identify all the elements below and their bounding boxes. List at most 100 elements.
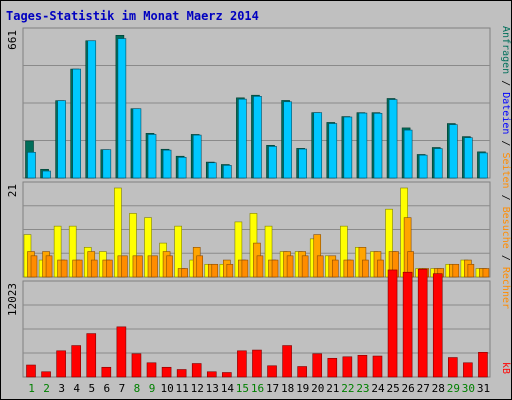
bar-rechner xyxy=(196,255,204,278)
bar-dateien xyxy=(42,170,51,179)
legend-entry: / xyxy=(500,74,511,92)
bar-kb xyxy=(402,271,413,378)
bar-rechner xyxy=(211,263,219,278)
bar-rechner xyxy=(362,259,369,278)
bar-kb xyxy=(372,355,383,378)
day-label: 30 xyxy=(462,382,475,395)
bar-dateien xyxy=(433,148,443,179)
legend-entry: / xyxy=(500,249,511,267)
day-label: 18 xyxy=(281,382,294,395)
bar-rechner xyxy=(151,255,158,278)
bar-rechner xyxy=(121,255,128,278)
bar-dateien xyxy=(449,124,458,179)
bar-kb xyxy=(176,369,187,378)
day-label: 13 xyxy=(206,382,219,395)
bar-kb xyxy=(26,364,36,378)
bar-rechner xyxy=(226,263,234,278)
bar-kb xyxy=(101,366,112,378)
day-label: 27 xyxy=(417,382,430,395)
bar-dateien xyxy=(283,101,292,179)
day-label: 9 xyxy=(149,382,156,395)
bar-dateien xyxy=(72,68,81,179)
bar-kb xyxy=(432,273,443,378)
bar-rechner xyxy=(482,268,490,278)
day-label: 4 xyxy=(73,382,80,395)
bar-kb xyxy=(267,365,277,378)
day-label: 12 xyxy=(191,382,204,395)
day-label: 19 xyxy=(296,382,309,395)
bar-rechner xyxy=(60,259,68,278)
legend-entry: Dateien xyxy=(500,92,511,134)
bar-dateien xyxy=(298,148,307,179)
bar-dateien xyxy=(403,129,413,179)
day-label: 31 xyxy=(477,382,490,395)
bar-kb xyxy=(237,350,247,378)
bar-dateien xyxy=(388,99,398,179)
bar-kb xyxy=(417,268,428,378)
bar-kb xyxy=(131,353,142,378)
bar-dateien xyxy=(464,137,473,179)
day-label: 5 xyxy=(88,382,95,395)
bar-dateien xyxy=(223,165,232,179)
day-label: 20 xyxy=(311,382,324,395)
bar-rechner xyxy=(347,259,354,278)
day-label: 11 xyxy=(176,382,189,395)
bar-dateien xyxy=(328,123,338,179)
max-label-mid: 21 xyxy=(6,184,19,197)
max-label-top: 661 xyxy=(6,30,19,50)
legend-entry: Besuche xyxy=(500,207,511,249)
day-label: 25 xyxy=(386,382,399,395)
bar-dateien xyxy=(57,100,66,179)
bar-dateien xyxy=(343,116,353,179)
bar-kb xyxy=(448,357,458,378)
bar-rechner xyxy=(301,255,309,278)
bar-rechner xyxy=(452,263,460,278)
bar-rechner xyxy=(181,268,188,278)
legend-vertical: Anfragen / Dateien / Seiten / Besuche / … xyxy=(500,26,511,374)
day-label: 3 xyxy=(58,382,65,395)
day-label: 21 xyxy=(326,382,339,395)
legend-entry: Anfragen xyxy=(500,26,511,74)
day-label: 10 xyxy=(160,382,173,395)
day-label: 6 xyxy=(104,382,111,395)
chart-title: Tages-Statistik im Monat Maerz 2014 xyxy=(6,9,259,23)
bar-kb xyxy=(191,363,202,378)
bar-dateien xyxy=(479,152,488,179)
bar-rechner xyxy=(256,255,264,278)
bar-kb xyxy=(387,269,398,378)
chart-panels: 661 21 12023 xyxy=(6,27,491,378)
bar-dateien xyxy=(238,98,247,179)
legend-entry: / xyxy=(500,134,511,152)
bar-dateien xyxy=(253,96,262,179)
bar-kb xyxy=(312,353,323,378)
bar-kb xyxy=(41,371,51,378)
legend-entry: / xyxy=(500,189,511,207)
legend-text: Anfragen / Dateien / Seiten / Besuche / … xyxy=(500,26,511,309)
legend-entry: Rechner xyxy=(500,267,511,309)
bar-dateien xyxy=(27,151,36,179)
day-label: 29 xyxy=(447,382,460,395)
day-label: 24 xyxy=(371,382,385,395)
day-label: 17 xyxy=(266,382,279,395)
bar-dateien xyxy=(373,112,383,179)
bar-kb xyxy=(252,349,262,378)
bar-dateien xyxy=(147,134,157,179)
bar-rechner xyxy=(316,255,324,278)
bar-dateien xyxy=(192,134,202,179)
bar-rechner xyxy=(45,255,53,278)
bar-kb xyxy=(56,350,66,378)
day-labels: 1 2 3 4 5 6 7 8 9 10 11 12 13 14 15 16 17 18 19 20 21 22 23 24 2… xyxy=(28,382,490,395)
day-label: 15 xyxy=(236,382,249,395)
bar-kb xyxy=(206,371,217,378)
bar-kb xyxy=(222,372,232,378)
bar-dateien xyxy=(177,157,187,179)
bar-dateien xyxy=(87,40,97,179)
bar-dateien xyxy=(268,146,277,179)
bar-dateien xyxy=(102,149,112,179)
bar-dateien xyxy=(358,112,368,179)
bar-rechner xyxy=(271,259,279,278)
day-label: 8 xyxy=(134,382,141,395)
bar-dateien xyxy=(117,38,127,179)
day-label: 14 xyxy=(221,382,235,395)
